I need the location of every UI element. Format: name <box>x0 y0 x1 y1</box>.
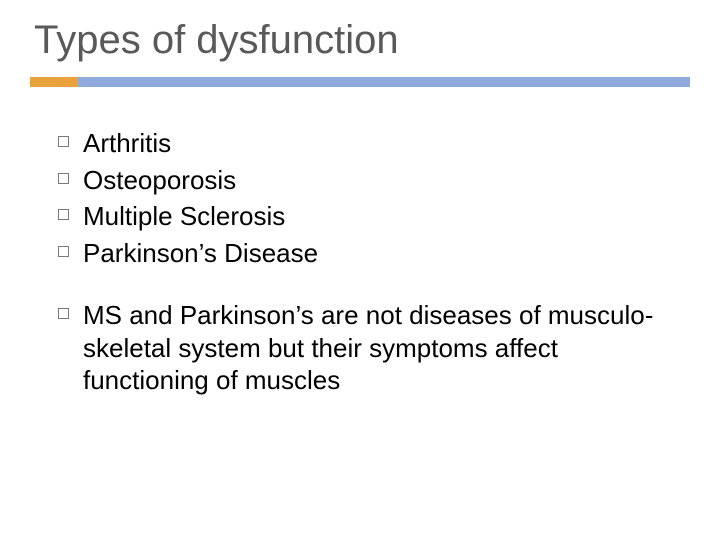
list-item-text: Parkinson’s Disease <box>83 237 318 270</box>
list-item-text: Osteoporosis <box>83 164 236 197</box>
bullet-icon <box>58 173 69 184</box>
divider <box>30 77 690 87</box>
list-item-text: Arthritis <box>83 127 171 160</box>
list-item: Multiple Sclerosis <box>58 200 690 233</box>
bullet-icon <box>58 246 69 257</box>
list-item-text: Multiple Sclerosis <box>83 200 285 233</box>
list-item: Osteoporosis <box>58 164 690 197</box>
divider-accent <box>30 77 78 87</box>
list-item-text: MS and Parkinson’s are not diseases of m… <box>83 299 690 397</box>
list-item: MS and Parkinson’s are not diseases of m… <box>58 299 690 397</box>
content-area: Arthritis Osteoporosis Multiple Sclerosi… <box>30 127 690 397</box>
bullet-icon <box>58 136 69 147</box>
list-item: Arthritis <box>58 127 690 160</box>
bullet-icon <box>58 209 69 220</box>
page-title: Types of dysfunction <box>34 18 690 63</box>
divider-line <box>78 77 690 87</box>
bullet-icon <box>58 308 69 319</box>
list-item: Parkinson’s Disease <box>58 237 690 270</box>
slide: Types of dysfunction Arthritis Osteoporo… <box>0 0 720 540</box>
